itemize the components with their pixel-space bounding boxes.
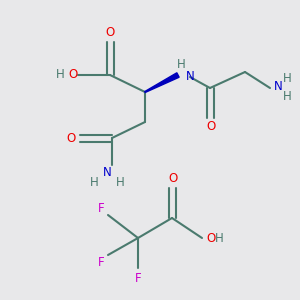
Text: O: O bbox=[66, 131, 76, 145]
Text: F: F bbox=[135, 272, 141, 284]
Text: F: F bbox=[98, 202, 104, 215]
Text: H: H bbox=[283, 89, 291, 103]
Text: H: H bbox=[116, 176, 124, 190]
Text: O: O bbox=[168, 172, 178, 185]
Text: H: H bbox=[56, 68, 64, 82]
Text: F: F bbox=[98, 256, 104, 269]
Text: N: N bbox=[274, 80, 283, 92]
Text: O: O bbox=[105, 26, 115, 40]
Text: H: H bbox=[177, 58, 185, 70]
Text: H: H bbox=[283, 71, 291, 85]
Text: N: N bbox=[103, 167, 111, 179]
Text: N: N bbox=[186, 70, 195, 83]
Text: H: H bbox=[90, 176, 98, 190]
Text: O: O bbox=[206, 121, 216, 134]
Text: O: O bbox=[68, 68, 78, 82]
Text: H: H bbox=[214, 232, 224, 244]
Polygon shape bbox=[145, 73, 179, 92]
Text: O: O bbox=[206, 232, 215, 244]
